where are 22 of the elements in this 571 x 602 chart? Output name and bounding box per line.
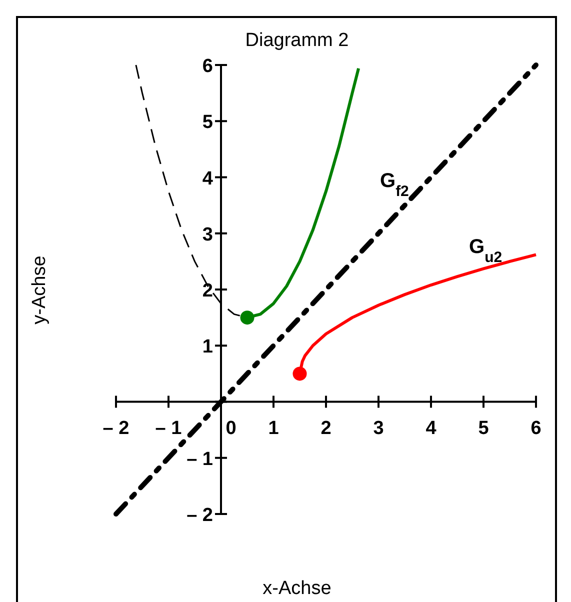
y-tick-label: 4 [202,168,214,190]
x-axis-title: x-Achse [262,578,332,599]
annotation: G$_{u2}$ [469,236,502,266]
y-tick-label: 6 [202,56,213,77]
y-tick-label: 5 [202,112,214,134]
x-tick-label: 6 [530,418,542,439]
x-tick-label: 3 [373,418,384,439]
annotation: G$_{f2}$ [380,170,409,200]
y-axis-title: y-Achse [29,256,50,324]
y-tick-label: – 2 [186,505,213,526]
y-tick-label: 3 [202,224,213,246]
y-tick-label: 1 [202,336,214,358]
x-tick-label: 5 [478,418,490,439]
x-tick-label: – 2 [102,418,130,439]
y-tick-label: 2 [202,280,213,302]
x-tick-label: 2 [320,418,332,439]
y-tick-label: – 1 [186,448,214,470]
x-tick-label: 0 [226,418,236,439]
x-tick-label: – 1 [155,418,182,439]
chart-title: Diagramm 2 [245,30,349,51]
x-tick-label: 4 [426,418,437,439]
x-tick-label: 1 [268,418,280,439]
